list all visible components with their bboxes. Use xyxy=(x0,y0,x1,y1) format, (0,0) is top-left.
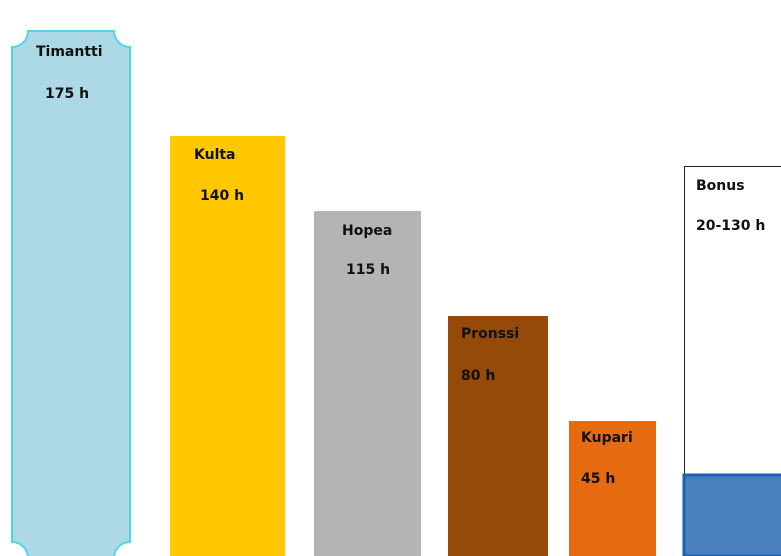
category-label-kulta: Kulta xyxy=(194,147,236,163)
category-label-bonus: Bonus xyxy=(696,178,745,194)
category-label-kupari: Kupari xyxy=(581,430,633,446)
category-label-hopea: Hopea xyxy=(342,223,392,239)
value-label-kulta: 140 h xyxy=(200,188,244,204)
value-label-timantti: 175 h xyxy=(45,86,89,102)
category-label-timantti: Timantti xyxy=(36,44,103,60)
bars-layer xyxy=(11,30,781,556)
category-label-pronssi: Pronssi xyxy=(461,326,519,342)
bar-hopea xyxy=(314,211,421,556)
bar-pronssi xyxy=(448,316,548,556)
value-label-kupari: 45 h xyxy=(581,471,615,487)
bar-bonus-minimum xyxy=(682,473,781,556)
bar-kupari xyxy=(569,421,656,556)
bar-timantti xyxy=(11,30,131,556)
labels-layer: Timantti 175 h Kulta 140 h Hopea 115 h Pronssi… xyxy=(36,44,765,487)
bar-kulta xyxy=(170,136,285,556)
value-label-hopea: 115 h xyxy=(346,262,390,278)
value-label-pronssi: 80 h xyxy=(461,368,495,384)
value-label-bonus: 20-130 h xyxy=(696,218,765,234)
